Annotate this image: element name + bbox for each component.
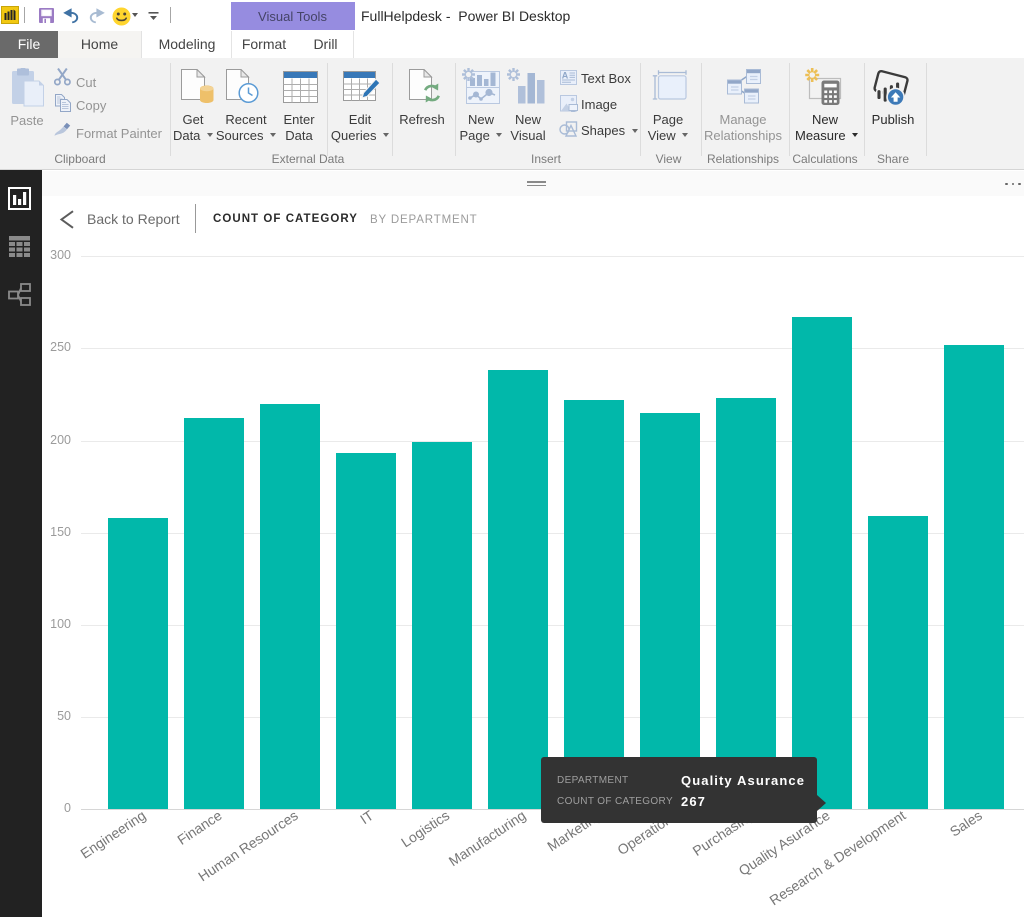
svg-text:A: A: [562, 71, 569, 81]
